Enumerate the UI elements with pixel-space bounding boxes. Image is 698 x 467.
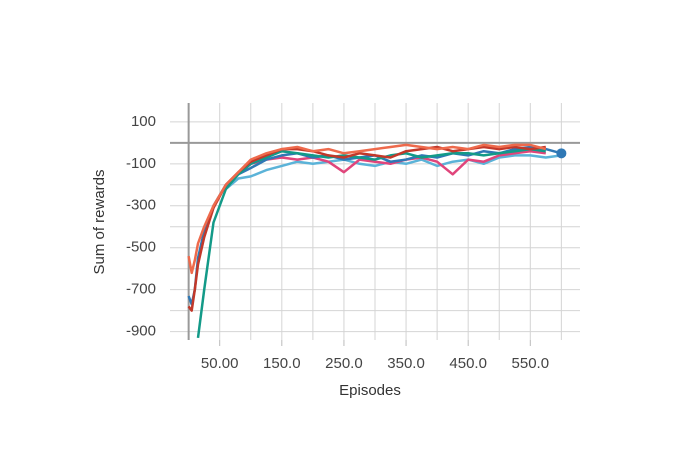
x-tick-label: 550.0: [512, 355, 550, 372]
x-tick-label: 150.0: [263, 355, 301, 372]
series-line: [187, 143, 547, 275]
series-line: [196, 147, 546, 339]
x-tick-label: 350.0: [387, 355, 425, 372]
y-tick-label: -100: [126, 155, 156, 172]
x-axis-label: Episodes: [339, 382, 401, 399]
y-tick-label: -500: [126, 239, 156, 256]
y-tick-label: -700: [126, 281, 156, 298]
x-tick-label: 450.0: [449, 355, 487, 372]
end-marker: [556, 148, 567, 159]
y-tick-label: 100: [131, 113, 156, 130]
x-tick-label: 250.0: [325, 355, 363, 372]
x-tick-label: 50.00: [201, 355, 239, 372]
y-tick-label: -300: [126, 197, 156, 214]
y-axis-label: Sum of rewards: [91, 169, 108, 274]
y-tick-label: -900: [126, 323, 156, 340]
